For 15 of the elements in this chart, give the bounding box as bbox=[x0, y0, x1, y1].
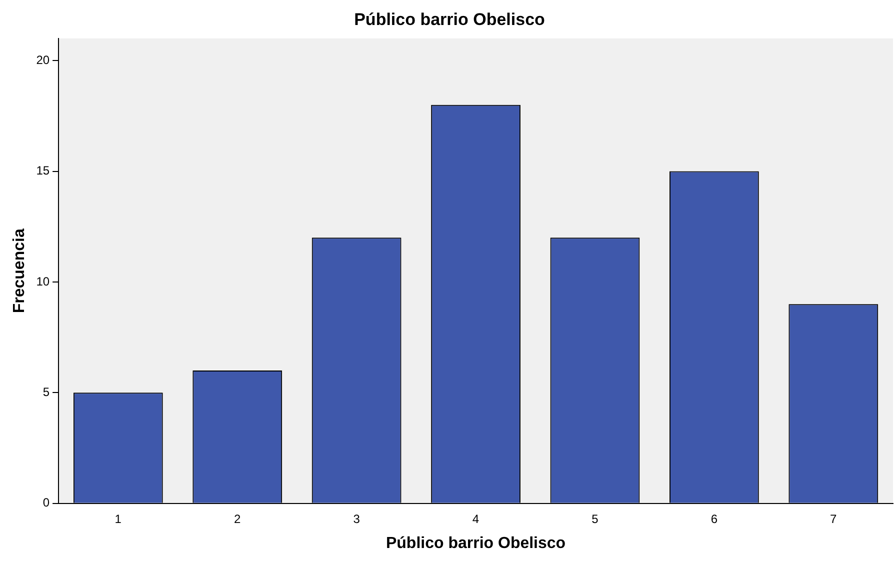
x-tick-label: 4 bbox=[472, 512, 480, 526]
y-tick-label: 20 bbox=[36, 52, 50, 67]
x-tick-label: 6 bbox=[710, 512, 718, 526]
x-tick-label: 5 bbox=[592, 512, 599, 526]
chart-title: Público barrio Obelisco bbox=[354, 10, 545, 29]
x-axis-title: Público barrio Obelisco bbox=[386, 534, 566, 552]
x-tick-label: 3 bbox=[353, 512, 360, 526]
y-axis-title: Frecuencia bbox=[11, 228, 28, 314]
x-tick-label: 7 bbox=[830, 512, 838, 526]
y-tick-label: 5 bbox=[42, 385, 50, 399]
x-tick-label: 1 bbox=[114, 512, 122, 526]
y-tick-label: 10 bbox=[36, 274, 50, 288]
y-tick-label: 15 bbox=[36, 164, 50, 178]
x-tick-label: 2 bbox=[234, 512, 242, 526]
y-tick-label: 0 bbox=[42, 496, 50, 510]
